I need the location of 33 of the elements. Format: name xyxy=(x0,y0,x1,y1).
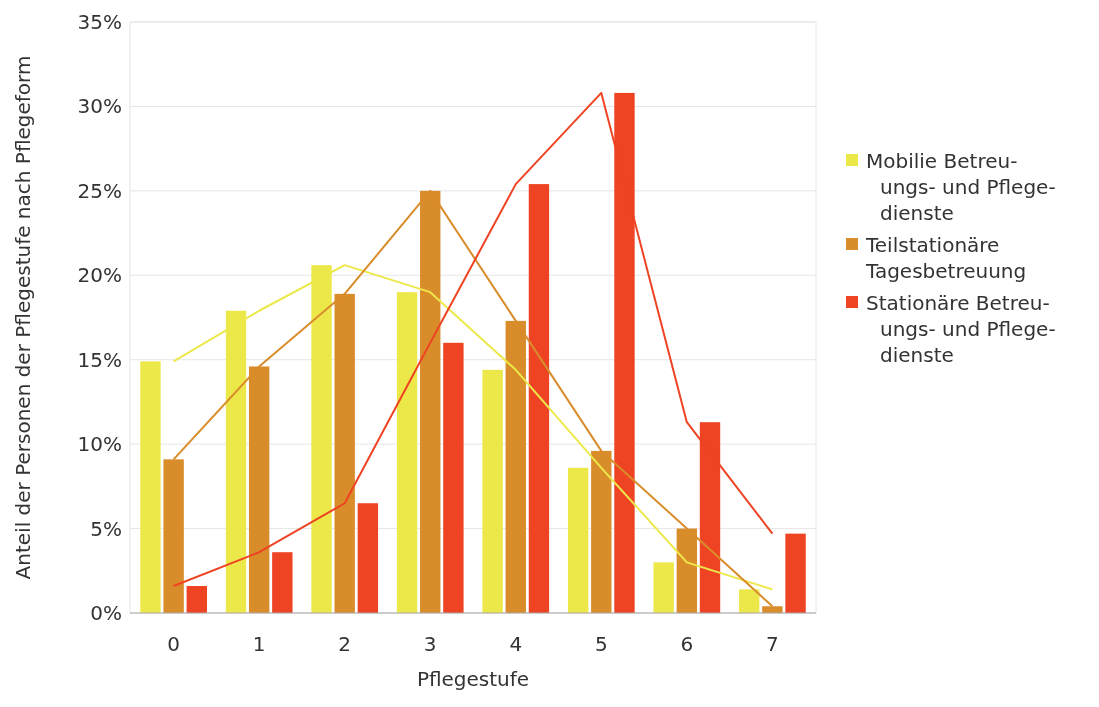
x-tick-label: 5 xyxy=(594,632,608,656)
bar xyxy=(443,342,464,613)
y-tick-label: 25% xyxy=(77,178,122,203)
y-axis-title: Anteil der Personen der Pflegestufe nach Pflegeform xyxy=(11,55,35,580)
x-tick-label: 4 xyxy=(509,632,523,656)
y-tick-label: 20% xyxy=(77,263,122,288)
y-tick-label: 0% xyxy=(90,601,122,625)
bar xyxy=(396,292,418,613)
bar xyxy=(482,369,503,613)
x-tick-label: 7 xyxy=(766,632,779,656)
y-tick-label: 5% xyxy=(90,516,122,541)
bar xyxy=(272,552,293,613)
bar xyxy=(528,184,550,613)
bar xyxy=(785,533,806,613)
legend-label: Stationäre Betreu- ungs- und Pflege- dienste xyxy=(866,291,1056,367)
bar xyxy=(186,585,207,613)
legend-label: Mobilie Betreu- ungs- und Pflege- dienste xyxy=(866,149,1056,225)
bar xyxy=(140,361,161,613)
x-tick-label: 3 xyxy=(423,632,437,656)
bar xyxy=(653,562,674,613)
x-tick-label: 0 xyxy=(167,632,180,656)
bar xyxy=(567,467,589,613)
x-tick-label: 1 xyxy=(252,632,266,656)
y-tick-label: 30% xyxy=(77,94,122,119)
x-tick-label: 6 xyxy=(680,632,694,656)
legend-label: Teilstationäre Tagesbetreuung xyxy=(865,233,1027,283)
x-tick-label: 2 xyxy=(338,632,352,656)
y-tick-label: 15% xyxy=(77,347,122,372)
bar xyxy=(357,503,379,613)
y-tick-label: 35% xyxy=(77,10,122,34)
bar xyxy=(739,589,760,613)
y-tick-label: 10% xyxy=(77,432,122,457)
x-axis-title: Pflegestufe xyxy=(416,667,530,691)
